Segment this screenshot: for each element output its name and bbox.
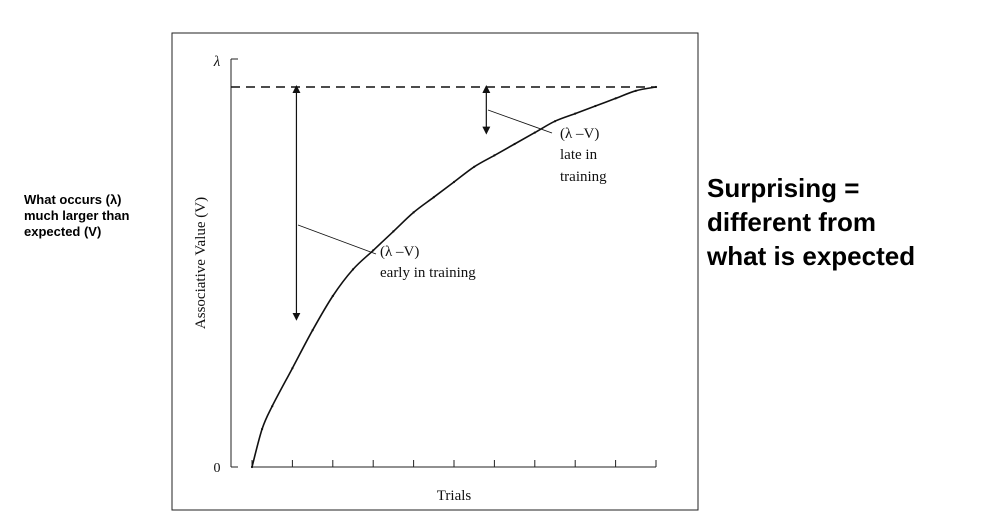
left-annotation-line-3: expected (V) [24, 224, 102, 239]
curve-point [432, 196, 435, 199]
curve-point [513, 142, 516, 146]
curve-point [533, 131, 536, 134]
right-annotation-line-1: Surprising = [707, 173, 860, 203]
right-annotation: Surprising = different from what is expe… [707, 171, 977, 273]
early-training-label-2: early in training [380, 265, 476, 281]
curve-point [553, 120, 557, 123]
curve-point [473, 165, 476, 168]
late-training-label-1: (λ –V) [560, 126, 599, 142]
curve-markers [250, 85, 658, 469]
chart-border [171, 32, 699, 511]
curve-point [261, 427, 264, 431]
y-axis-label: Associative Value (V) [193, 197, 209, 329]
curve-point [250, 465, 254, 469]
early-training-leader [297, 224, 377, 255]
curve-point [351, 268, 355, 271]
y-tick-label-lambda: λ [213, 54, 221, 70]
curve-point [614, 97, 617, 100]
late-training-label-2: late in [560, 147, 598, 163]
right-annotation-line-3: what is expected [707, 241, 916, 271]
curve-point [311, 329, 314, 332]
curve-point [634, 89, 637, 92]
right-annotation-line-2: different from [707, 207, 876, 237]
curve-point [452, 180, 456, 184]
curve-point [493, 154, 496, 157]
left-annotation: What occurs (λ) much larger than expecte… [24, 192, 174, 240]
curve-point [594, 104, 597, 108]
left-annotation-line-2: much larger than [24, 208, 130, 223]
curve-point [372, 249, 375, 252]
curve-point [291, 367, 294, 370]
curve-point [574, 112, 577, 115]
curve-point [331, 294, 334, 298]
curve-point [271, 405, 274, 408]
curve-point [654, 85, 658, 89]
curve-point [392, 230, 395, 233]
late-training-label-3: training [560, 169, 607, 185]
curve-point [412, 211, 415, 214]
early-training-label-1: (λ –V) [380, 244, 419, 260]
left-annotation-line-1: What occurs (λ) [24, 192, 122, 207]
late-training-leader [487, 109, 553, 134]
y-tick-label-zero: 0 [214, 461, 221, 476]
x-axis-label: Trials [437, 488, 472, 504]
learning-curve [251, 86, 657, 468]
x-ticks [251, 460, 657, 467]
